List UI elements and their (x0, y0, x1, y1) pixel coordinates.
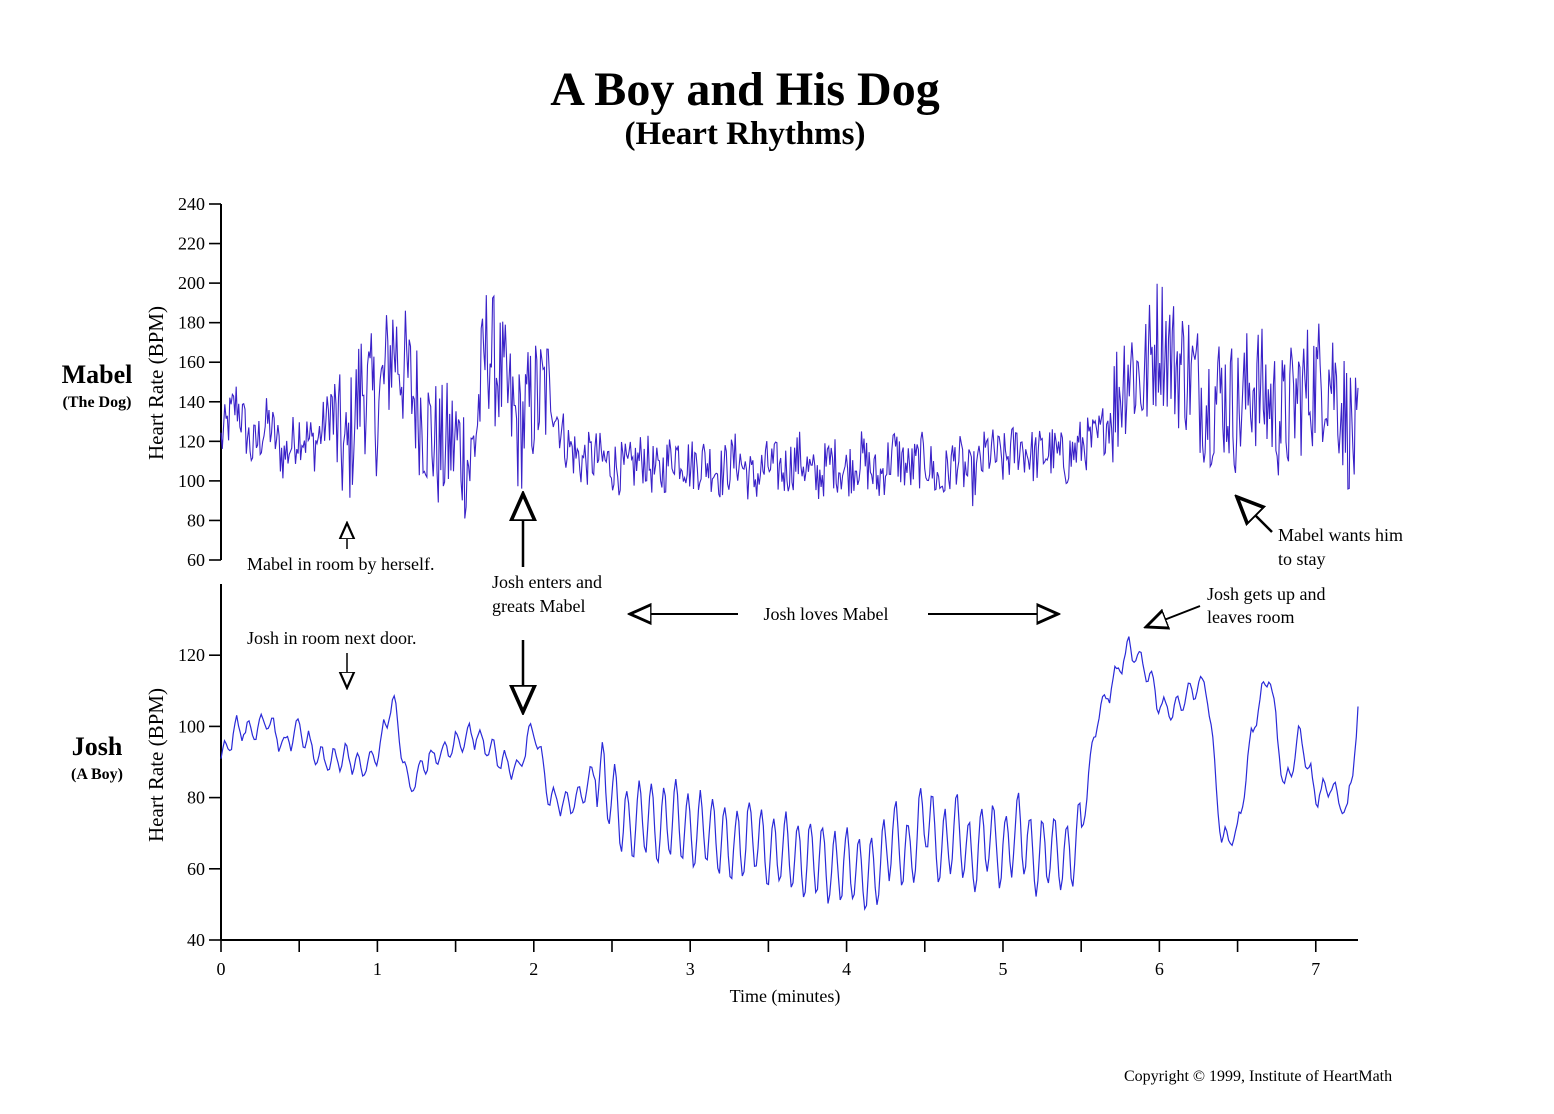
annotation-josh-leaves-line2: leaves room (1207, 607, 1294, 627)
mabel-subtitle: (The Dog) (62, 394, 132, 411)
x-axis-label: Time (minutes) (730, 986, 841, 1007)
annotation-mabel-wants-line2: to stay (1278, 549, 1326, 569)
josh-heart-rate-line (220, 636, 1359, 911)
x-tick-label: 1 (373, 959, 382, 979)
annotation-josh-enters-line2: greats Mabel (492, 596, 585, 616)
josh-y-tick-label: 80 (187, 788, 205, 808)
annotation-josh-next-door: Josh in room next door. (247, 628, 417, 648)
x-tick-label: 3 (686, 959, 695, 979)
mabel-heart-rate-line (220, 283, 1359, 519)
mabel-name: Mabel (61, 360, 133, 389)
x-tick-label: 2 (529, 959, 538, 979)
annotation-mabel-wants-line1: Mabel wants him (1278, 525, 1403, 545)
annotation-josh-enters-line1: Josh enters and (492, 572, 602, 592)
josh-y-axis-label: Heart Rate (BPM) (144, 688, 168, 842)
x-axis: 0 1 2 3 4 5 6 7 (217, 939, 1358, 979)
copyright-notice: Copyright © 1999, Institute of HeartMath (1124, 1068, 1393, 1085)
mabel-y-tick-label: 80 (187, 510, 205, 530)
mabel-panel-label: Mabel (The Dog) (55, 360, 139, 412)
arrow-josh-leaves (1146, 605, 1201, 627)
mabel-y-tick-label: 100 (178, 471, 205, 491)
x-tick-label: 4 (842, 959, 851, 979)
x-tick-label: 5 (998, 959, 1007, 979)
annotation-mabel-alone: Mabel in room by herself. (247, 554, 434, 574)
chart-title: A Boy and His Dog (550, 63, 940, 116)
mabel-y-tick-label: 60 (187, 550, 205, 570)
mabel-y-tick-label: 160 (178, 352, 205, 372)
josh-name: Josh (71, 732, 123, 761)
annotation-josh-leaves-line1: Josh gets up and (1207, 584, 1326, 604)
josh-y-axis: 40 60 80 100 120 (178, 584, 222, 950)
josh-y-tick-label: 120 (178, 645, 205, 665)
josh-subtitle: (A Boy) (71, 766, 123, 783)
mabel-y-tick-label: 140 (178, 392, 205, 412)
josh-panel-label: Josh (A Boy) (55, 732, 139, 784)
arrow-mabel-wants (1237, 497, 1273, 533)
mabel-y-axis-label: Heart Rate (BPM) (144, 306, 168, 460)
x-tick-label: 0 (217, 959, 226, 979)
mabel-y-tick-label: 180 (178, 313, 205, 333)
chart-subtitle: (Heart Rhythms) (624, 116, 866, 152)
x-tick-label: 6 (1155, 959, 1164, 979)
mabel-y-tick-label: 220 (178, 234, 205, 254)
mabel-y-tick-label: 200 (178, 273, 205, 293)
mabel-y-tick-label: 120 (178, 431, 205, 451)
josh-y-tick-label: 40 (187, 930, 205, 950)
josh-y-tick-label: 100 (178, 716, 205, 736)
mabel-y-axis: 60 80 100 120 140 160 180 200 220 240 (178, 194, 222, 570)
josh-y-tick-label: 60 (187, 859, 205, 879)
x-tick-label: 7 (1311, 959, 1320, 979)
annotation-josh-loves: Josh loves Mabel (764, 604, 889, 624)
mabel-y-tick-label: 240 (178, 194, 205, 214)
